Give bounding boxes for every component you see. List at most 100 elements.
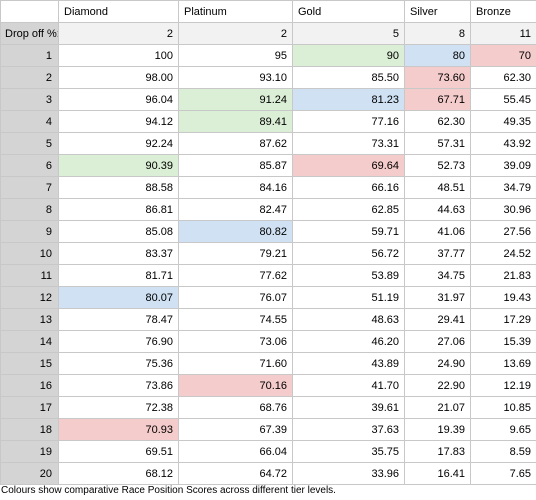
score-cell-diamond: 88.58 — [58, 176, 179, 199]
score-cell-silver: 57.31 — [404, 132, 471, 155]
score-cell-silver: 19.39 — [404, 418, 471, 441]
score-cell-gold: 43.89 — [292, 352, 405, 375]
score-cell-silver: 27.06 — [404, 330, 471, 353]
table-row: 19 69.51 66.04 35.75 17.83 8.59 — [0, 440, 536, 463]
score-cell-silver: 29.41 — [404, 308, 471, 331]
score-cell-gold: 90 — [292, 44, 405, 67]
row-position-label: 11 — [0, 264, 59, 287]
score-cell-bronze: 17.29 — [470, 308, 536, 331]
column-header-platinum: Platinum — [178, 0, 293, 23]
score-cell-gold: 66.16 — [292, 176, 405, 199]
score-cell-platinum: 85.87 — [178, 154, 293, 177]
score-cell-gold: 81.23 — [292, 88, 405, 111]
score-cell-silver: 62.30 — [404, 110, 471, 133]
score-cell-platinum: 68.76 — [178, 396, 293, 419]
table-row: 3 96.04 91.24 81.23 67.71 55.45 — [0, 88, 536, 111]
score-cell-gold: 77.16 — [292, 110, 405, 133]
table-row: 7 88.58 84.16 66.16 48.51 34.79 — [0, 176, 536, 199]
row-position-label: 13 — [0, 308, 59, 331]
score-cell-platinum: 66.04 — [178, 440, 293, 463]
table-row: 18 70.93 67.39 37.63 19.39 9.65 — [0, 418, 536, 441]
score-cell-diamond: 80.07 — [58, 286, 179, 309]
column-header-gold: Gold — [292, 0, 405, 23]
score-cell-gold: 48.63 — [292, 308, 405, 331]
score-cell-gold: 37.63 — [292, 418, 405, 441]
score-cell-gold: 53.89 — [292, 264, 405, 287]
row-position-label: 14 — [0, 330, 59, 353]
table-row: 15 75.36 71.60 43.89 24.90 13.69 — [0, 352, 536, 375]
table-body: 1 100 95 90 80 70 2 98.00 93.10 85.50 73.60 62.30 3 9… — [0, 44, 536, 485]
score-cell-platinum: 77.62 — [178, 264, 293, 287]
table-row: 11 81.71 77.62 53.89 34.75 21.83 — [0, 264, 536, 287]
drop-off-row: Drop off %: 2 2 5 8 11 — [0, 22, 536, 45]
score-cell-bronze: 55.45 — [470, 88, 536, 111]
column-header-silver: Silver — [404, 0, 471, 23]
table-row: 1 100 95 90 80 70 — [0, 44, 536, 67]
score-cell-diamond: 75.36 — [58, 352, 179, 375]
score-cell-platinum: 67.39 — [178, 418, 293, 441]
score-cell-bronze: 10.85 — [470, 396, 536, 419]
table-row: 5 92.24 87.62 73.31 57.31 43.92 — [0, 132, 536, 155]
score-cell-bronze: 27.56 — [470, 220, 536, 243]
score-cell-diamond: 72.38 — [58, 396, 179, 419]
score-cell-gold: 69.64 — [292, 154, 405, 177]
score-cell-diamond: 81.71 — [58, 264, 179, 287]
score-cell-gold: 39.61 — [292, 396, 405, 419]
score-cell-bronze: 12.19 — [470, 374, 536, 397]
row-position-label: 15 — [0, 352, 59, 375]
score-cell-gold: 35.75 — [292, 440, 405, 463]
row-position-label: 12 — [0, 286, 59, 309]
score-cell-platinum: 74.55 — [178, 308, 293, 331]
score-cell-bronze: 62.30 — [470, 66, 536, 89]
score-cell-platinum: 64.72 — [178, 462, 293, 485]
row-position-label: 5 — [0, 132, 59, 155]
score-cell-silver: 16.41 — [404, 462, 471, 485]
row-position-label: 6 — [0, 154, 59, 177]
table-row: 16 73.86 70.16 41.70 22.90 12.19 — [0, 374, 536, 397]
score-cell-silver: 80 — [404, 44, 471, 67]
score-cell-platinum: 89.41 — [178, 110, 293, 133]
table-row: 10 83.37 79.21 56.72 37.77 24.52 — [0, 242, 536, 265]
score-cell-silver: 52.73 — [404, 154, 471, 177]
row-position-label: 16 — [0, 374, 59, 397]
row-position-label: 19 — [0, 440, 59, 463]
table-row: 14 76.90 73.06 46.20 27.06 15.39 — [0, 330, 536, 353]
table-row: 12 80.07 76.07 51.19 31.97 19.43 — [0, 286, 536, 309]
score-cell-gold: 33.96 — [292, 462, 405, 485]
score-cell-silver: 48.51 — [404, 176, 471, 199]
table-row: 17 72.38 68.76 39.61 21.07 10.85 — [0, 396, 536, 419]
score-cell-platinum: 95 — [178, 44, 293, 67]
row-position-label: 7 — [0, 176, 59, 199]
drop-off-bronze: 11 — [470, 22, 536, 45]
table-row: 2 98.00 93.10 85.50 73.60 62.30 — [0, 66, 536, 89]
score-cell-silver: 24.90 — [404, 352, 471, 375]
row-position-label: 20 — [0, 462, 59, 485]
score-cell-gold: 73.31 — [292, 132, 405, 155]
score-cell-diamond: 70.93 — [58, 418, 179, 441]
score-cell-platinum: 80.82 — [178, 220, 293, 243]
score-cell-platinum: 70.16 — [178, 374, 293, 397]
score-cell-bronze: 8.59 — [470, 440, 536, 463]
score-cell-platinum: 82.47 — [178, 198, 293, 221]
score-cell-silver: 67.71 — [404, 88, 471, 111]
score-cell-diamond: 92.24 — [58, 132, 179, 155]
score-cell-diamond: 76.90 — [58, 330, 179, 353]
score-cell-diamond: 83.37 — [58, 242, 179, 265]
score-cell-diamond: 85.08 — [58, 220, 179, 243]
row-position-label: 10 — [0, 242, 59, 265]
drop-off-label: Drop off %: — [0, 22, 59, 45]
score-cell-platinum: 91.24 — [178, 88, 293, 111]
score-cell-platinum: 84.16 — [178, 176, 293, 199]
score-cell-diamond: 96.04 — [58, 88, 179, 111]
score-cell-platinum: 73.06 — [178, 330, 293, 353]
score-cell-bronze: 13.69 — [470, 352, 536, 375]
score-cell-diamond: 90.39 — [58, 154, 179, 177]
score-cell-bronze: 9.65 — [470, 418, 536, 441]
drop-off-silver: 8 — [404, 22, 471, 45]
table-row: 13 78.47 74.55 48.63 29.41 17.29 — [0, 308, 536, 331]
score-cell-diamond: 94.12 — [58, 110, 179, 133]
score-cell-diamond: 69.51 — [58, 440, 179, 463]
table-row: 4 94.12 89.41 77.16 62.30 49.35 — [0, 110, 536, 133]
row-position-label: 9 — [0, 220, 59, 243]
score-cell-bronze: 21.83 — [470, 264, 536, 287]
